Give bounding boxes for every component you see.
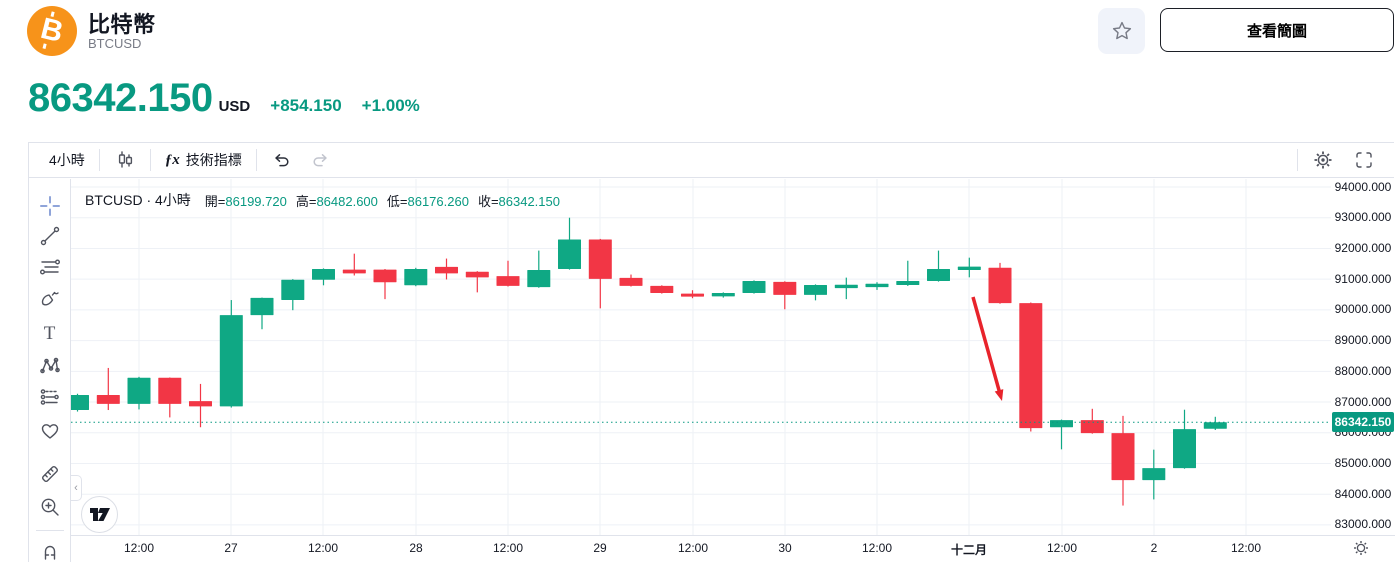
fx-icon: ƒx <box>164 151 180 168</box>
time-axis-settings-icon[interactable] <box>1352 539 1370 557</box>
undo-icon <box>275 154 289 167</box>
zoom-in-icon <box>41 498 59 516</box>
time-axis-label: 28 <box>409 541 423 555</box>
undo-button[interactable] <box>261 146 301 174</box>
price-axis-label: 89000.000 <box>1334 333 1392 348</box>
heart-icon <box>41 424 58 439</box>
price-axis-label: 94000.000 <box>1334 179 1392 194</box>
time-axis-label: 30 <box>778 541 792 555</box>
price-axis-label: 90000.000 <box>1334 302 1392 317</box>
tools-separator <box>36 530 64 531</box>
chart-widget: 4小時 ƒx 技術指標 <box>28 142 1395 562</box>
time-axis[interactable]: 12:00 27 12:00 28 12:00 29 12:00 30 12:00 十二月 12:0… <box>71 535 1395 559</box>
bitcoin-icon: B <box>37 11 67 50</box>
legend-high: 高=86482.600 <box>295 193 378 209</box>
page-title: 比特幣 <box>88 12 156 37</box>
legend-low: 低=86176.260 <box>386 193 469 209</box>
candles-icon <box>118 151 132 168</box>
toolbar-separator <box>149 149 151 171</box>
time-axis-label: 2 <box>1150 541 1158 555</box>
interval-button[interactable]: 4小時 <box>49 152 85 168</box>
last-price: 86342.150 <box>28 76 213 120</box>
legend-close: 收=86342.150 <box>477 193 560 209</box>
crosshair-tool[interactable] <box>36 192 64 220</box>
redo-icon <box>313 154 327 167</box>
crosshair-icon <box>39 196 60 216</box>
view-chart-button[interactable]: 查看簡圖 <box>1160 8 1394 52</box>
price-axis-label: 88000.000 <box>1334 363 1392 378</box>
fullscreen-button[interactable] <box>1344 146 1384 174</box>
toolbar-separator <box>255 149 257 171</box>
forecast-tool[interactable] <box>36 383 64 411</box>
chart-settings-button[interactable] <box>1302 146 1344 174</box>
trend-line-icon <box>40 226 59 246</box>
chart-region: BTCUSD · 4小時 開=86199.720 高=86482.600 低=8… <box>71 179 1395 562</box>
price-axis-label: 91000.000 <box>1334 271 1392 286</box>
gear-icon <box>1314 151 1332 169</box>
currency-label: USD <box>218 98 251 115</box>
time-axis-label: 29 <box>593 541 607 555</box>
chart-body: T <box>29 179 1395 562</box>
time-axis-label: 12:00 <box>307 541 339 555</box>
last-price-axis-label: 86342.150 <box>1332 412 1394 433</box>
brush-tool[interactable] <box>36 285 64 313</box>
text-icon: T <box>43 322 56 344</box>
tradingview-logo[interactable] <box>81 496 118 533</box>
time-axis-label: 12:00 <box>1230 541 1262 555</box>
tradingview-logo-icon <box>89 508 110 521</box>
toolbar-separator <box>98 149 100 171</box>
bitcoin-logo: B <box>27 6 77 56</box>
time-axis-label: 十二月 <box>950 543 988 557</box>
time-axis-label: 27 <box>224 541 238 555</box>
xabcd-pattern-icon <box>39 357 60 374</box>
price-axis-label: 83000.000 <box>1334 517 1392 532</box>
indicators-button[interactable]: ƒx 技術指標 <box>155 146 252 174</box>
redo-button[interactable] <box>301 146 341 174</box>
parallel-channel-icon <box>39 259 60 275</box>
price-axis-label: 93000.000 <box>1334 210 1392 225</box>
candlestick-plot[interactable] <box>71 179 1331 535</box>
forecast-icon <box>40 389 59 405</box>
drawing-toolbar: T <box>29 179 71 562</box>
ruler-tool[interactable] <box>36 460 64 488</box>
time-axis-label: 12:00 <box>861 541 893 555</box>
quote-row: 86342.150 USD +854.150 +1.00% <box>28 76 420 121</box>
collapse-drawing-panel-handle[interactable]: ‹ <box>71 475 82 501</box>
price-axis-label: 85000.000 <box>1334 455 1392 470</box>
price-axis[interactable]: 86342.150 94000.000 93000.000 92000.000 910… <box>1331 179 1395 535</box>
text-tool[interactable]: T <box>36 319 64 347</box>
toolbar-separator <box>1297 149 1298 171</box>
price-axis-label: 84000.000 <box>1334 486 1392 501</box>
price-axis-label: 92000.000 <box>1334 240 1392 255</box>
symbol-subtitle: BTCUSD <box>88 36 142 51</box>
time-axis-label: 12:00 <box>123 541 155 555</box>
trend-line-tool[interactable] <box>36 222 64 250</box>
brush-icon <box>41 291 59 306</box>
fullscreen-icon <box>1356 152 1372 168</box>
time-axis-label: 12:00 <box>677 541 709 555</box>
favorite-button[interactable] <box>1098 8 1145 54</box>
magnet-icon <box>44 545 55 560</box>
star-icon <box>1112 21 1131 40</box>
legend-symbol: BTCUSD · 4小時 <box>85 192 191 208</box>
parallel-channel-tool[interactable] <box>36 253 64 281</box>
time-axis-label: 12:00 <box>1046 541 1078 555</box>
xabcd-pattern-tool[interactable] <box>36 352 64 380</box>
price-axis-label: 87000.000 <box>1334 394 1392 409</box>
ruler-icon <box>41 465 58 483</box>
legend-open: 開=86199.720 <box>204 193 287 209</box>
chart-toolbar: 4小時 ƒx 技術指標 <box>29 143 1394 178</box>
zoom-in-tool[interactable] <box>36 493 64 521</box>
time-axis-label: 12:00 <box>492 541 524 555</box>
change-absolute: +854.150 <box>270 96 342 115</box>
change-percent: +1.00% <box>361 96 420 115</box>
ohlc-legend: BTCUSD · 4小時 開=86199.720 高=86482.600 低=8… <box>85 190 569 210</box>
chart-type-button[interactable] <box>104 146 146 174</box>
emoji-tool[interactable] <box>36 417 64 445</box>
indicators-label: 技術指標 <box>185 152 242 168</box>
magnet-tool[interactable] <box>36 536 64 562</box>
